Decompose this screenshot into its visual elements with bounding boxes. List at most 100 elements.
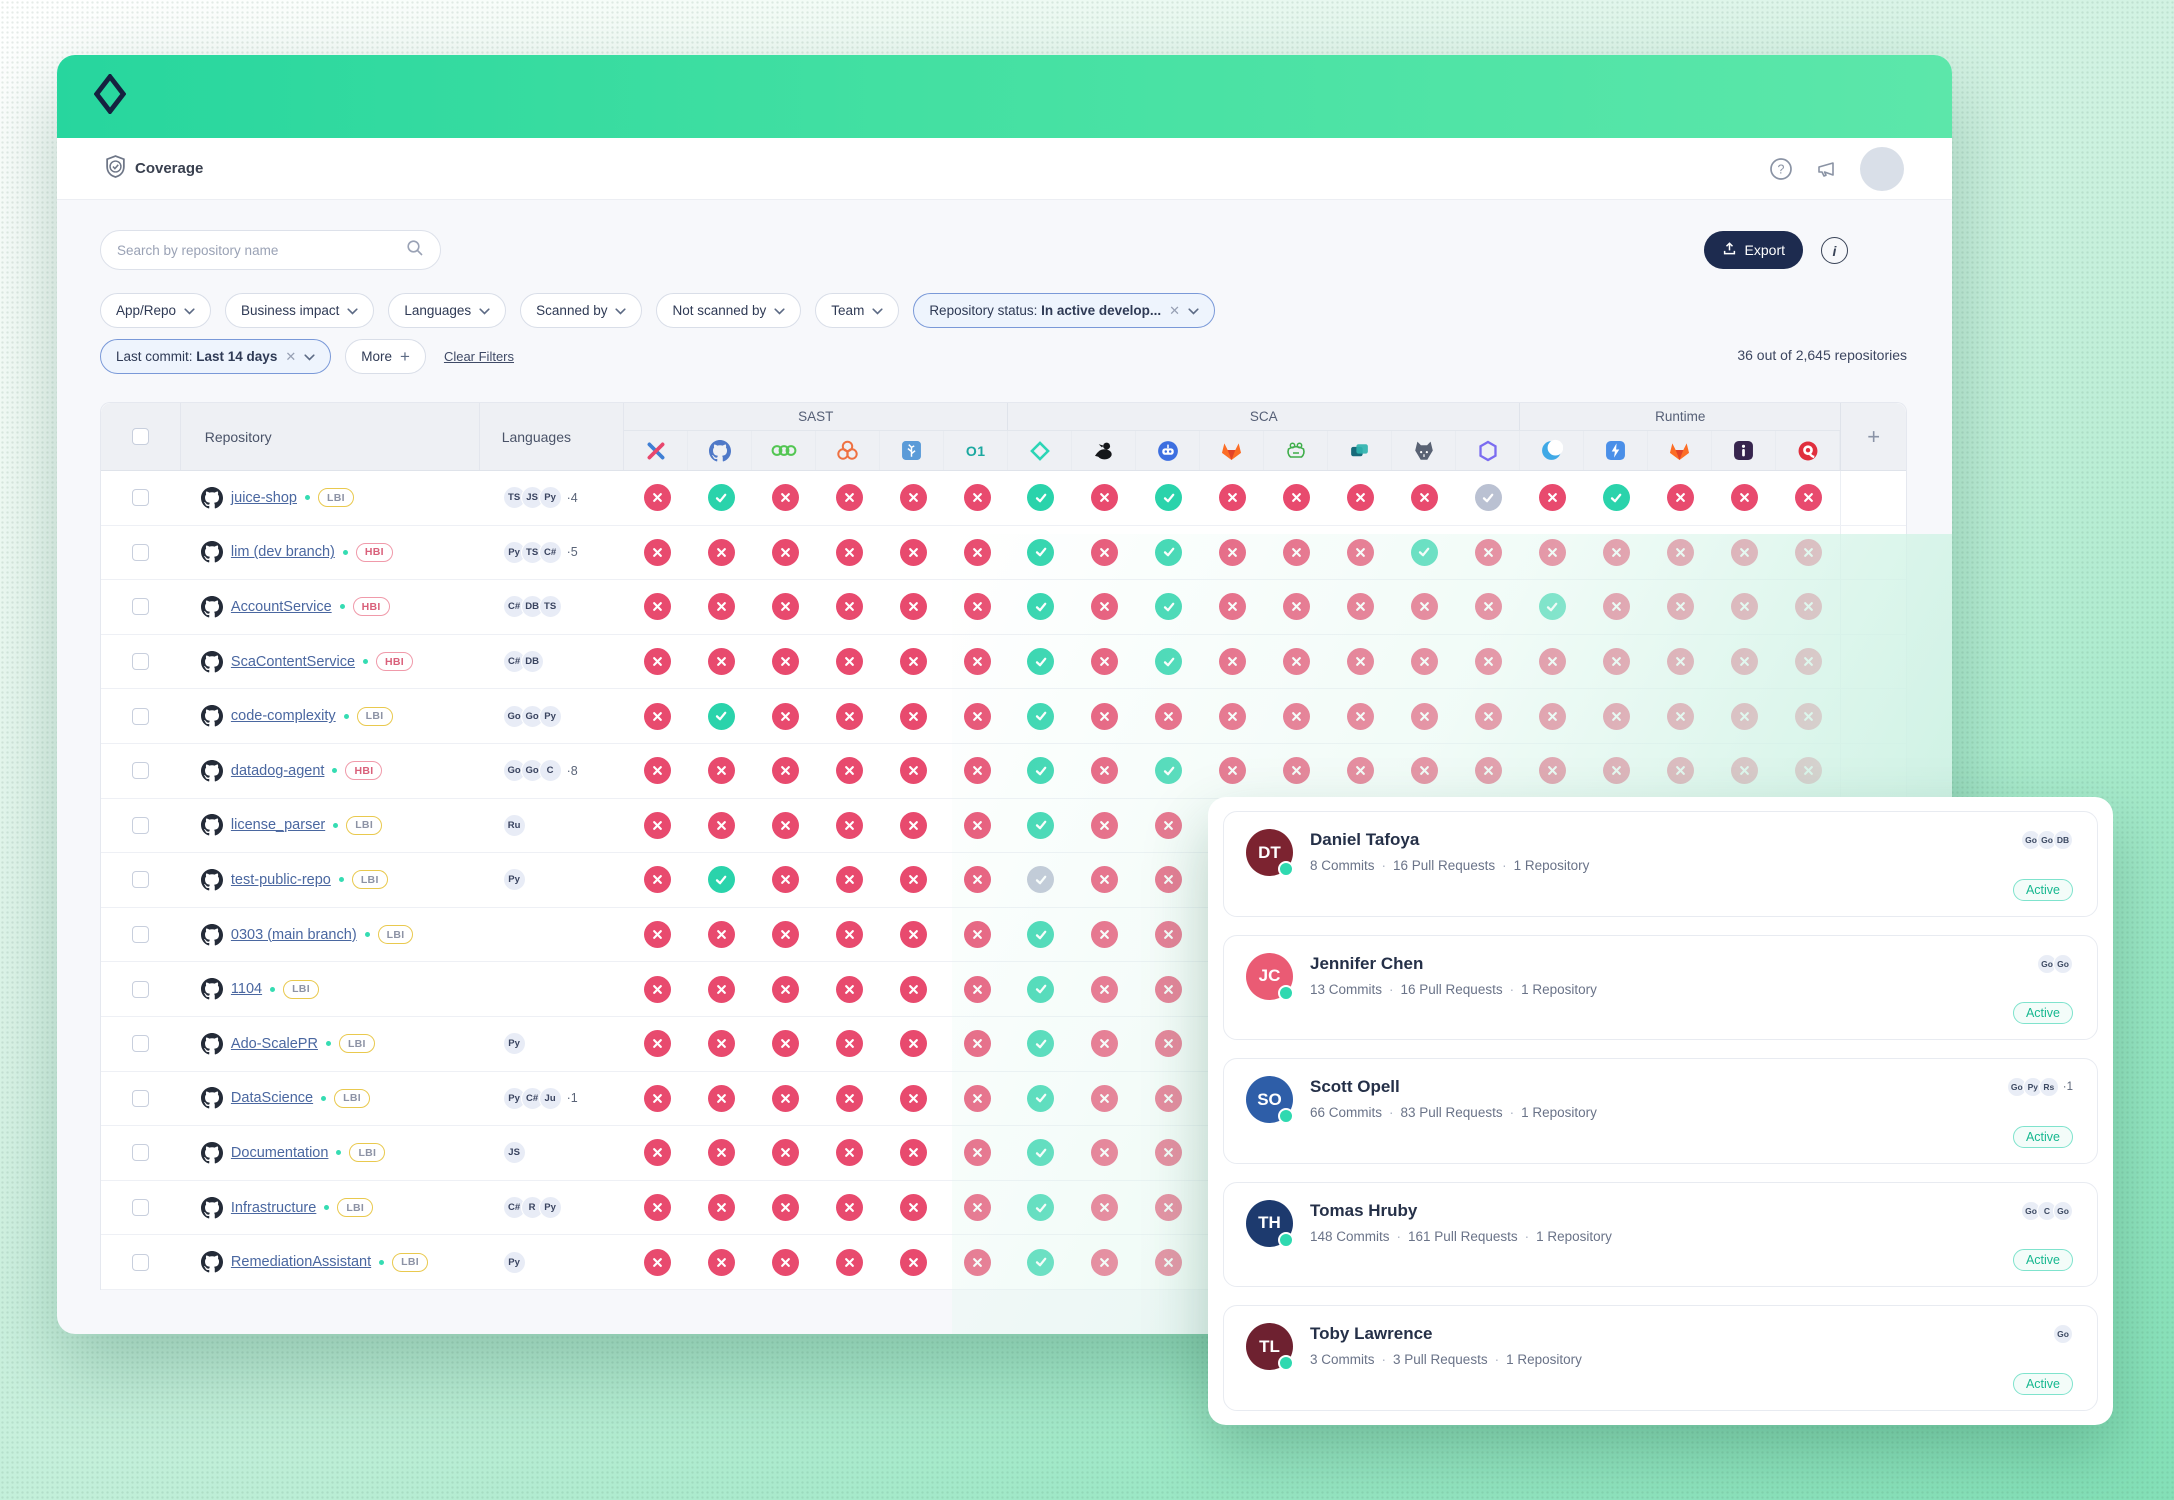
status-cell[interactable] <box>1265 471 1329 525</box>
more-filters-button[interactable]: More + <box>345 339 426 374</box>
status-cell[interactable] <box>1648 744 1712 798</box>
snyk-dog-icon[interactable] <box>1392 431 1457 470</box>
repository-link[interactable]: juice-shop <box>230 489 297 506</box>
status-cell[interactable] <box>945 689 1009 743</box>
status-cell[interactable] <box>945 744 1009 798</box>
add-column-button[interactable]: + <box>1840 403 1906 470</box>
status-cell[interactable] <box>689 799 753 853</box>
repository-link[interactable]: lim (dev branch) <box>230 544 335 561</box>
status-cell[interactable] <box>753 962 817 1016</box>
status-cell[interactable] <box>1137 1126 1201 1180</box>
status-cell[interactable] <box>881 1072 945 1126</box>
filter-chip-languages[interactable]: Languages <box>388 293 507 328</box>
status-cell[interactable] <box>753 1126 817 1180</box>
status-cell[interactable] <box>1329 635 1393 689</box>
status-cell[interactable] <box>945 908 1009 962</box>
status-cell[interactable] <box>625 1017 689 1071</box>
announcements-megaphone-icon[interactable] <box>1814 156 1840 182</box>
status-cell[interactable] <box>753 580 817 634</box>
status-cell[interactable] <box>1584 689 1648 743</box>
search-input[interactable] <box>117 242 406 258</box>
status-cell[interactable] <box>1137 635 1201 689</box>
status-cell[interactable] <box>1009 1126 1073 1180</box>
status-cell[interactable] <box>881 853 945 907</box>
status-cell[interactable] <box>817 526 881 580</box>
status-cell[interactable] <box>817 1072 881 1126</box>
status-cell[interactable] <box>1520 526 1584 580</box>
status-cell[interactable] <box>817 471 881 525</box>
user-avatar[interactable] <box>1860 146 1904 191</box>
status-cell[interactable] <box>1776 689 1840 743</box>
status-cell[interactable] <box>1648 471 1712 525</box>
status-cell[interactable] <box>625 744 689 798</box>
status-cell[interactable] <box>1201 744 1265 798</box>
status-cell[interactable] <box>1137 853 1201 907</box>
status-cell[interactable] <box>689 471 753 525</box>
row-checkbox[interactable] <box>132 543 150 561</box>
filter-chip-not-scanned-by[interactable]: Not scanned by <box>656 293 802 328</box>
contributor-card[interactable]: SO Scott Opell 66 Commits · 83 Pull Requests… <box>1223 1058 2098 1164</box>
status-cell[interactable] <box>1393 471 1457 525</box>
repository-link[interactable]: ScaContentService <box>230 653 356 670</box>
status-cell[interactable] <box>1584 471 1648 525</box>
status-cell[interactable] <box>945 471 1009 525</box>
lightning-bolt-icon[interactable] <box>1584 431 1649 470</box>
status-cell[interactable] <box>1073 744 1137 798</box>
row-checkbox[interactable] <box>132 871 150 889</box>
status-cell[interactable] <box>689 1181 753 1235</box>
status-cell[interactable] <box>1520 471 1584 525</box>
status-cell[interactable] <box>1073 635 1137 689</box>
row-checkbox[interactable] <box>132 1089 150 1107</box>
orange-clover-icon[interactable] <box>816 431 881 470</box>
status-cell[interactable] <box>1265 744 1329 798</box>
status-cell[interactable] <box>881 1017 945 1071</box>
status-cell[interactable] <box>1009 689 1073 743</box>
status-cell[interactable] <box>689 1235 753 1289</box>
row-checkbox[interactable] <box>132 980 150 998</box>
status-cell[interactable] <box>689 635 753 689</box>
row-checkbox[interactable] <box>132 762 150 780</box>
status-cell[interactable] <box>625 799 689 853</box>
status-cell[interactable] <box>1073 799 1137 853</box>
clear-filters-link[interactable]: Clear Filters <box>443 349 515 364</box>
close-icon[interactable]: ✕ <box>285 348 297 364</box>
row-checkbox[interactable] <box>132 926 150 944</box>
status-cell[interactable] <box>1137 1072 1201 1126</box>
status-cell[interactable] <box>1073 962 1137 1016</box>
status-cell[interactable] <box>1584 526 1648 580</box>
green-rings-icon[interactable] <box>752 431 817 470</box>
status-cell[interactable] <box>1201 635 1265 689</box>
status-cell[interactable] <box>1776 580 1840 634</box>
status-cell[interactable] <box>1009 962 1073 1016</box>
status-cell[interactable] <box>1329 580 1393 634</box>
status-cell[interactable] <box>881 635 945 689</box>
repository-link[interactable]: code-complexity <box>230 708 336 725</box>
status-cell[interactable] <box>1456 744 1520 798</box>
status-cell[interactable] <box>1712 526 1776 580</box>
status-cell[interactable] <box>1584 635 1648 689</box>
status-cell[interactable] <box>817 853 881 907</box>
contributor-card[interactable]: DT Daniel Tafoya 8 Commits · 16 Pull Request… <box>1223 811 2098 917</box>
status-cell[interactable] <box>1073 853 1137 907</box>
status-cell[interactable] <box>1073 908 1137 962</box>
status-cell[interactable] <box>1584 580 1648 634</box>
github-security-icon[interactable] <box>688 431 753 470</box>
status-cell[interactable] <box>945 799 1009 853</box>
status-cell[interactable] <box>689 908 753 962</box>
repository-search[interactable] <box>100 230 441 270</box>
qualys-q-icon[interactable] <box>1776 431 1841 470</box>
status-cell[interactable] <box>1073 526 1137 580</box>
status-cell[interactable] <box>1073 471 1137 525</box>
help-icon[interactable]: ? <box>1768 156 1794 182</box>
row-checkbox[interactable] <box>132 489 150 507</box>
status-cell[interactable] <box>881 744 945 798</box>
filter-chip-team[interactable]: Team <box>815 293 900 328</box>
status-cell[interactable] <box>1009 853 1073 907</box>
purple-hexagon-icon[interactable] <box>1456 431 1521 470</box>
status-cell[interactable] <box>1456 526 1520 580</box>
status-cell[interactable] <box>1584 744 1648 798</box>
status-cell[interactable] <box>1456 580 1520 634</box>
repository-link[interactable]: 0303 (main branch) <box>230 926 357 943</box>
status-cell[interactable] <box>753 635 817 689</box>
status-cell[interactable] <box>1009 1017 1073 1071</box>
